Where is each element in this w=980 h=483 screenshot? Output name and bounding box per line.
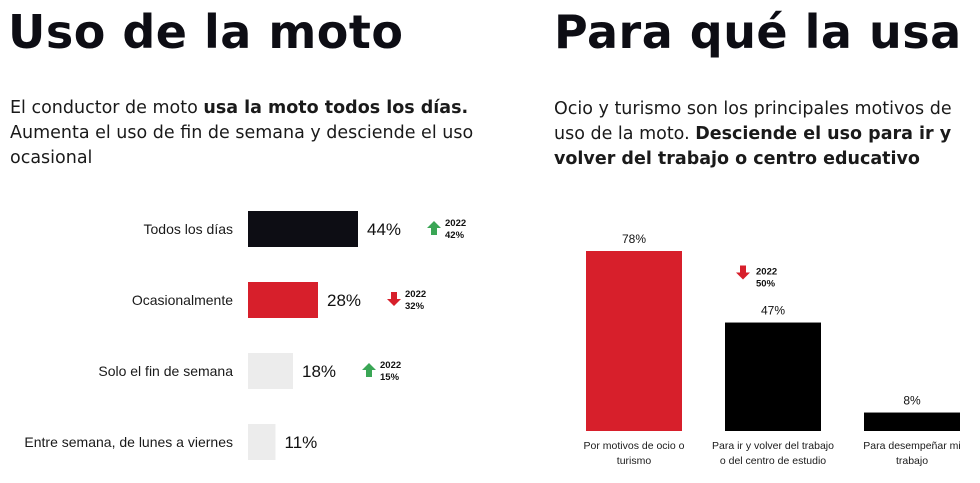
hbar <box>248 353 293 389</box>
right-subtitle: Ocio y turismo son los principales motiv… <box>554 97 979 172</box>
left-subtitle: El conductor de moto usa la moto todos l… <box>10 96 485 171</box>
hbar-category-label: Todos los días <box>144 221 234 237</box>
arrow-down-icon <box>387 292 401 306</box>
hbar-value-label: 18% <box>302 362 336 381</box>
vbar-compare-value: 50% <box>756 279 776 290</box>
hbar-category-label: Ocasionalmente <box>132 292 233 308</box>
hbar-compare-year: 2022 <box>445 218 466 229</box>
hbar-value-label: 11% <box>285 433 318 452</box>
right-title: Para qué la usa <box>554 5 962 59</box>
left-subtitle-bold: usa la moto todos los días. <box>203 98 469 118</box>
arrow-up-icon <box>427 221 441 235</box>
arrow-up-icon <box>362 363 376 377</box>
hbar-category-label: Solo el fin de semana <box>98 363 233 379</box>
vbar-value-label: 78% <box>622 232 646 246</box>
hbar <box>248 424 276 460</box>
arrow-down-icon <box>736 265 750 280</box>
left-subtitle-part2: Aumenta el uso de fin de semana y descie… <box>10 123 474 168</box>
vbar-value-label: 8% <box>903 394 921 408</box>
hbar <box>248 211 358 247</box>
hbar-category-label: Entre semana, de lunes a viernes <box>24 434 233 450</box>
right-subtitle-part1: Ocio y turismo son los principales motiv… <box>554 99 952 144</box>
vbar-category-label: Para ir y volver del trabajo <box>712 440 834 452</box>
hbar-compare-value: 32% <box>405 301 425 312</box>
vbar <box>586 251 682 431</box>
vbar-value-label: 47% <box>761 304 785 318</box>
vbar-category-label: trabajo <box>896 455 928 467</box>
right-panel: Para qué la usa Ocio y turismo son los p… <box>548 0 980 483</box>
vbar-category-label: Para desempeñar mi <box>863 440 960 452</box>
vbar-compare-year: 2022 <box>756 267 777 278</box>
hbar-compare-value: 15% <box>380 372 400 383</box>
vbar-category-label: o del centro de estudio <box>720 455 826 467</box>
hbar-compare-value: 42% <box>445 230 465 241</box>
left-panel: Uso de la moto El conductor de moto usa … <box>8 5 485 171</box>
left-subtitle-part1: El conductor de moto <box>10 98 204 118</box>
hbar-compare-year: 2022 <box>405 289 426 300</box>
vbar <box>864 412 960 431</box>
vbar-category-label: Por motivos de ocio o <box>584 440 685 452</box>
hbar-compare-year: 2022 <box>380 360 401 371</box>
hbar-value-label: 44% <box>367 220 401 239</box>
hbar-value-label: 28% <box>327 291 361 310</box>
vbar <box>725 322 821 431</box>
hbar <box>248 282 318 318</box>
right-subtitle-bold: Desciende el uso para ir y volver del tr… <box>554 124 952 169</box>
vbar-category-label: turismo <box>617 455 652 467</box>
left-title: Uso de la moto <box>8 5 404 59</box>
